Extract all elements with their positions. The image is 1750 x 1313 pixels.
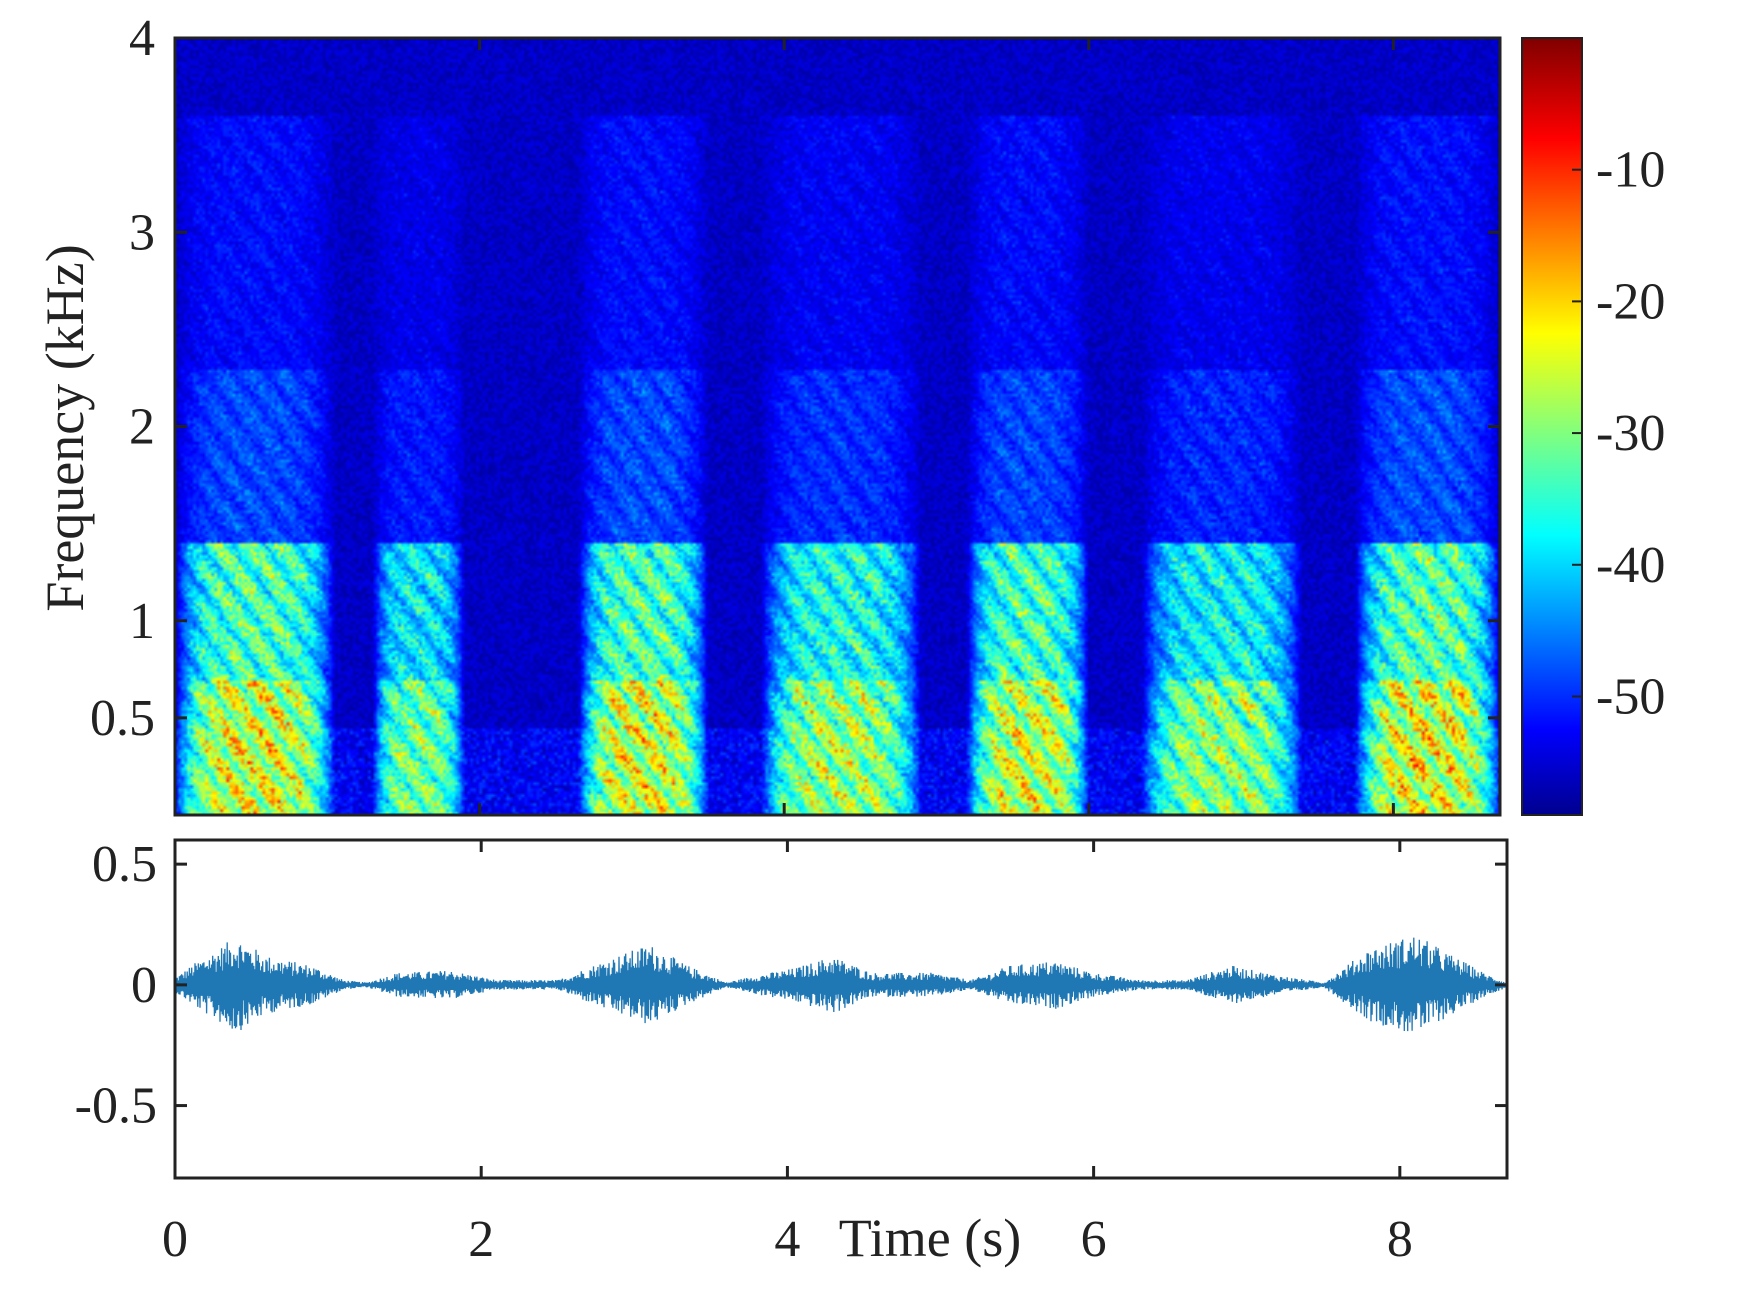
waveform-x-tick-label: 8 [1387,1211,1413,1268]
colorbar-tick-label: -50 [1596,668,1665,725]
spectrogram-y-tick-label: 3 [129,204,155,261]
waveform-panel: -0.5 0 0.5 0 2 4 6 8 Time (s) [75,836,1509,1268]
waveform-x-tick-label: 0 [162,1211,188,1268]
spectrogram-y-tick-label: 4 [129,10,155,67]
waveform-x-ticks: 0 2 4 6 8 [162,840,1413,1268]
waveform-y-tick-label: 0.5 [92,836,157,893]
spectrogram-y-tick-label: 1 [129,593,155,650]
colorbar: -50 -40 -30 -20 -10 [1521,37,1665,816]
spectrogram-y-ticks: 0.5 1 2 3 4 [90,10,1500,747]
spectrogram-x-ticks [173,38,1395,815]
colorbar-ticks: -50 -40 -30 -20 -10 [1572,142,1665,725]
colorbar-gradient [1521,37,1583,816]
colorbar-tick-label: -10 [1596,142,1665,199]
waveform-frame [173,838,1509,1180]
waveform-y-tick-label: 0 [131,957,157,1014]
waveform-y-ticks: -0.5 0 0.5 [75,836,1507,1135]
waveform-x-tick-label: 6 [1081,1211,1107,1268]
waveform-x-tick-label: 4 [774,1211,800,1268]
spectrogram-panel: 0.5 1 2 3 4 Frequency (kHz) [35,10,1502,817]
spectrogram-image [175,38,1500,815]
waveform-y-tick-label: -0.5 [75,1078,157,1135]
spectrogram-y-tick-label: 0.5 [90,690,155,747]
waveform-series-line [175,937,1507,1032]
colorbar-tick-label: -40 [1596,537,1665,594]
waveform-x-axis-label: Time (s) [839,1208,1022,1268]
waveform-x-tick-label: 2 [468,1211,494,1268]
spectrogram-y-tick-label: 2 [129,399,155,456]
colorbar-tick-label: -30 [1596,405,1665,462]
colorbar-tick-label: -20 [1596,273,1665,330]
spectrogram-y-axis-label: Frequency (kHz) [35,244,95,611]
